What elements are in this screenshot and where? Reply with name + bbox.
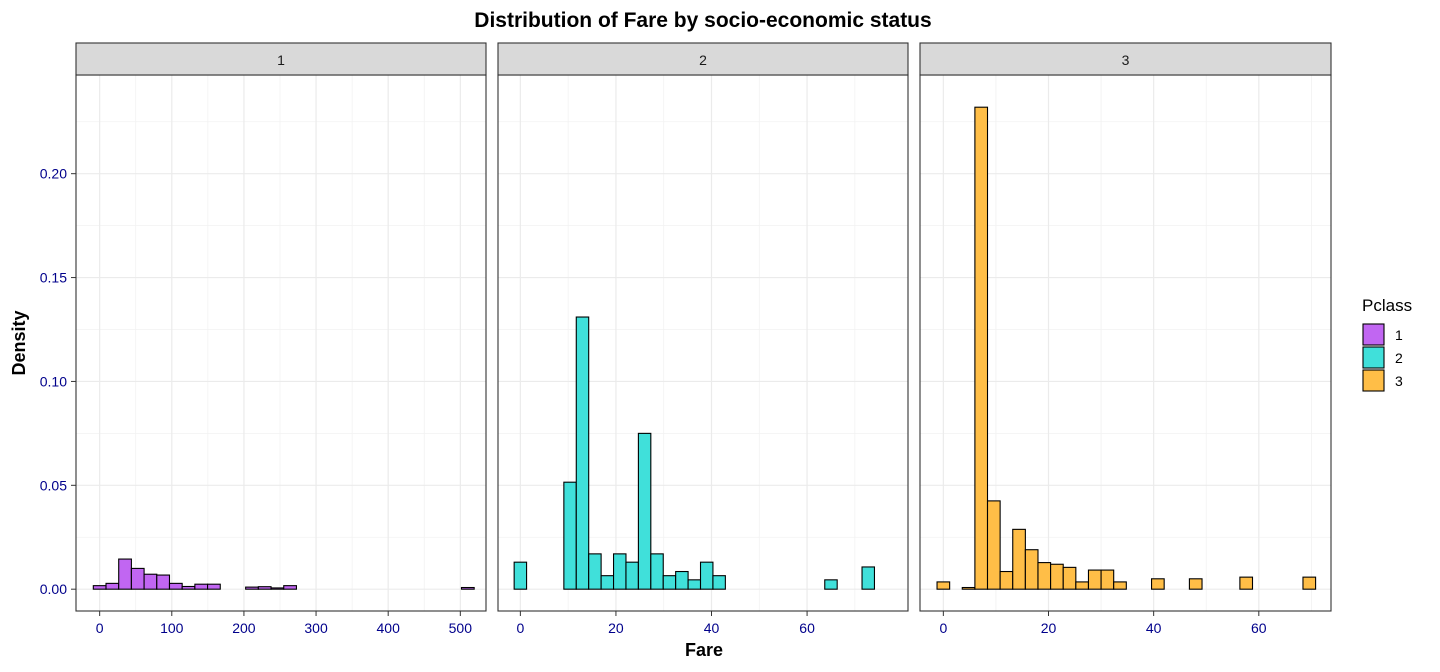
x-tick-label: 500 bbox=[449, 620, 473, 636]
histogram-bar bbox=[1113, 581, 1127, 590]
y-axis-title: Density bbox=[9, 310, 29, 375]
histogram-bars bbox=[92, 558, 475, 590]
facet-panel-2: 20 20 40 60 bbox=[497, 42, 909, 636]
legend-title: Pclass bbox=[1362, 296, 1412, 315]
facet-strip-label: 2 bbox=[699, 52, 707, 68]
histogram-bar bbox=[257, 586, 272, 590]
x-tick-label: 0 bbox=[516, 620, 524, 636]
histogram-bar bbox=[588, 553, 602, 590]
legend-label: 2 bbox=[1395, 350, 1403, 366]
histogram-bar bbox=[270, 587, 285, 590]
y-tick-label: 0.10 bbox=[40, 373, 67, 389]
histogram-bar bbox=[1302, 576, 1317, 590]
histogram-bar bbox=[92, 585, 107, 590]
x-tick-label: 300 bbox=[304, 620, 328, 636]
histogram-bar bbox=[1062, 566, 1077, 590]
histogram-bar bbox=[974, 106, 989, 590]
histogram-bar bbox=[1151, 578, 1165, 590]
legend-label: 3 bbox=[1395, 373, 1403, 389]
histogram-bar bbox=[460, 586, 475, 590]
histogram-bar bbox=[1024, 549, 1039, 590]
legend-swatch bbox=[1362, 369, 1385, 392]
histogram-bar bbox=[1087, 569, 1102, 590]
facet-strip bbox=[75, 42, 487, 76]
histogram-bar bbox=[105, 582, 120, 590]
facet-panel-1: 1 0 100 200 300 400 500 bbox=[75, 42, 487, 636]
histogram-bar bbox=[650, 553, 664, 590]
histogram-bars bbox=[936, 106, 1317, 590]
histogram-bar bbox=[999, 570, 1014, 590]
x-tick-label: 40 bbox=[1146, 620, 1162, 636]
histogram-bar bbox=[662, 575, 677, 590]
histogram-bar bbox=[207, 583, 221, 590]
histogram-bar bbox=[1188, 578, 1203, 590]
histogram-bar bbox=[513, 561, 528, 590]
histogram-bar bbox=[245, 586, 259, 590]
histogram-bar bbox=[181, 585, 196, 590]
histogram-bar bbox=[1239, 576, 1254, 590]
histogram-bar bbox=[1100, 569, 1115, 590]
x-tick-label: 60 bbox=[799, 620, 815, 636]
facet-panel-3: 3 0 20 40 60 bbox=[919, 42, 1332, 636]
facet-strip bbox=[919, 42, 1332, 76]
y-tick-label: 0.00 bbox=[40, 581, 67, 597]
histogram-bar bbox=[612, 553, 627, 590]
legend-swatch bbox=[1362, 323, 1385, 346]
histogram-bar bbox=[961, 586, 976, 590]
histogram-bar bbox=[143, 573, 158, 590]
x-tick-label: 0 bbox=[939, 620, 947, 636]
legend-swatch bbox=[1362, 346, 1385, 369]
histogram-bar bbox=[936, 581, 951, 590]
x-tick-label: 200 bbox=[232, 620, 256, 636]
histogram-bar bbox=[1012, 528, 1026, 590]
x-tick-label: 40 bbox=[704, 620, 720, 636]
histogram-bar bbox=[675, 570, 689, 590]
histogram-bar bbox=[168, 582, 183, 590]
histogram-bar bbox=[600, 575, 615, 590]
histogram-bar bbox=[283, 585, 297, 590]
histogram-bar bbox=[563, 481, 577, 590]
histogram-bars bbox=[513, 316, 876, 590]
histogram-bar bbox=[118, 558, 132, 590]
y-tick-label: 0.20 bbox=[40, 166, 67, 182]
histogram-bar bbox=[130, 567, 145, 590]
histogram-bar bbox=[1075, 581, 1090, 590]
x-tick-label: 0 bbox=[96, 620, 104, 636]
panel-background bbox=[498, 75, 908, 611]
histogram-bar bbox=[194, 583, 209, 590]
histogram-bar bbox=[575, 316, 590, 590]
histogram-bar bbox=[861, 566, 876, 590]
histogram-bar bbox=[637, 432, 652, 590]
histogram-bar bbox=[1037, 562, 1052, 590]
histogram-bar bbox=[156, 574, 171, 590]
legend: Pclass 1 2 3 bbox=[1362, 296, 1412, 392]
x-tick-label: 400 bbox=[377, 620, 401, 636]
chart-title: Distribution of Fare by socio-economic s… bbox=[474, 9, 931, 32]
legend-label: 1 bbox=[1395, 327, 1403, 343]
y-axis: 0.00 0.05 0.10 0.15 0.20 bbox=[40, 166, 76, 597]
y-tick-label: 0.15 bbox=[40, 270, 67, 286]
facet-strip bbox=[497, 42, 909, 76]
x-tick-label: 20 bbox=[608, 620, 624, 636]
x-tick-label: 60 bbox=[1251, 620, 1267, 636]
histogram-bar bbox=[1050, 563, 1064, 590]
histogram-bar bbox=[699, 561, 714, 590]
y-tick-label: 0.05 bbox=[40, 477, 67, 493]
histogram-bar bbox=[712, 575, 726, 590]
x-tick-label: 20 bbox=[1041, 620, 1057, 636]
facet-strip-label: 3 bbox=[1122, 52, 1130, 68]
panel-background bbox=[76, 75, 486, 611]
histogram-bar bbox=[687, 579, 702, 590]
histogram-bar bbox=[824, 579, 838, 590]
histogram-bar bbox=[986, 500, 1001, 590]
histogram-bar bbox=[625, 561, 639, 590]
facet-strip-label: 1 bbox=[277, 52, 285, 68]
x-axis-title: Fare bbox=[685, 640, 723, 660]
x-tick-label: 100 bbox=[160, 620, 184, 636]
